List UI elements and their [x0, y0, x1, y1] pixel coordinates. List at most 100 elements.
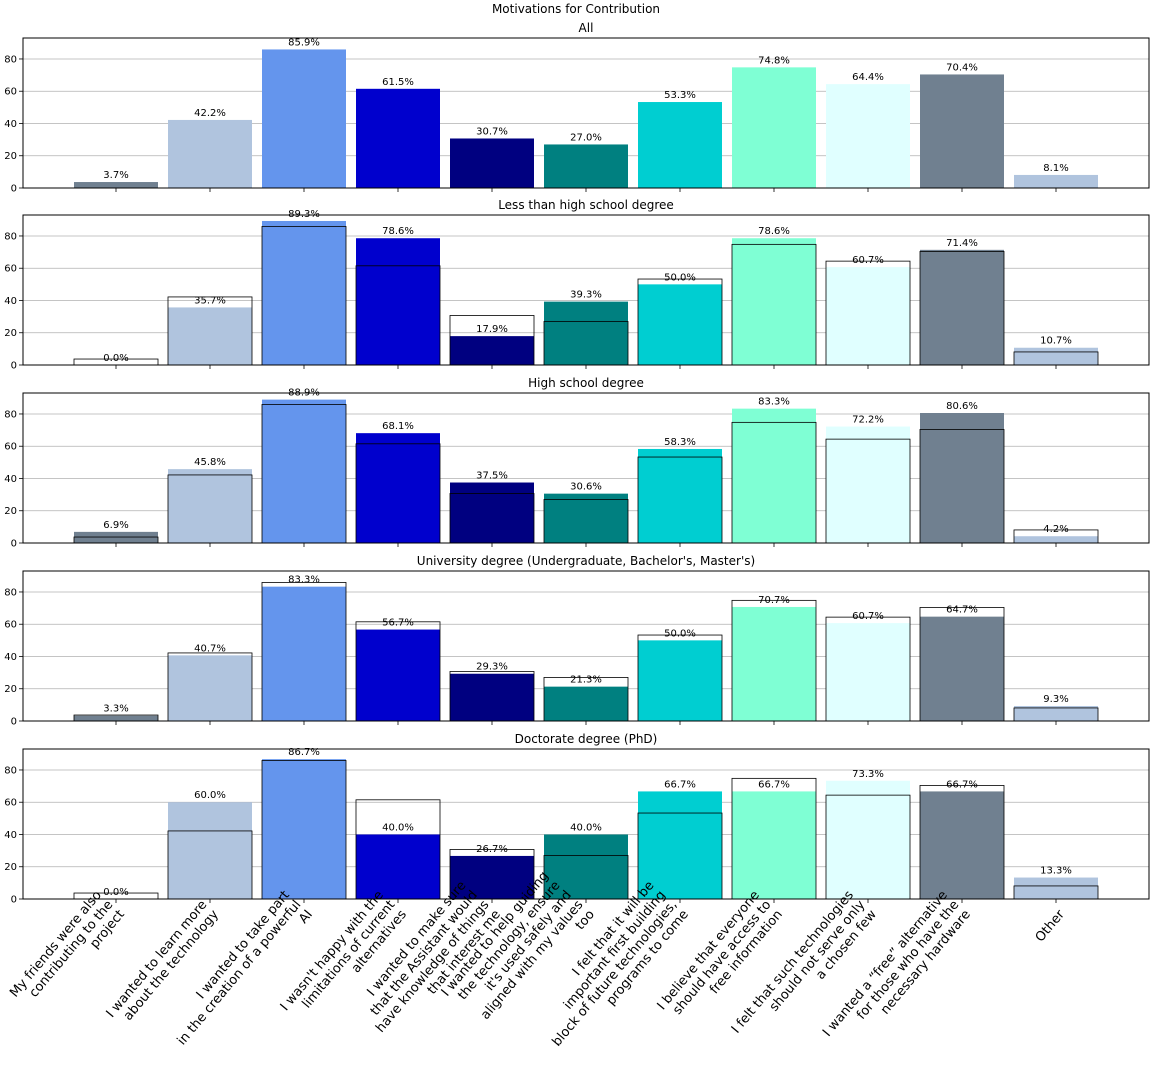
data-label: 71.4% — [946, 238, 978, 249]
subplot-5: Doctorate degree (PhD) 0.0% 60.0% 86.7% 40.0… — [4, 732, 1150, 906]
data-label: 89.3% — [288, 209, 320, 220]
data-label: 3.7% — [103, 170, 128, 181]
bar — [826, 780, 910, 899]
data-label: 83.3% — [288, 575, 320, 586]
data-label: 60.0% — [194, 790, 226, 801]
y-tick-label: 40 — [4, 296, 17, 307]
data-label: 60.7% — [852, 255, 884, 266]
data-label: 86.7% — [288, 747, 320, 758]
data-label: 73.3% — [852, 769, 884, 780]
bar — [920, 74, 1004, 188]
bar — [920, 791, 1004, 899]
bar — [1014, 706, 1098, 721]
x-category-label-line: I wanted to take part — [194, 888, 293, 1002]
data-label: 10.7% — [1040, 336, 1072, 347]
data-label: 21.3% — [570, 675, 602, 686]
bar — [356, 629, 440, 721]
data-label: 30.6% — [570, 482, 602, 493]
bar — [638, 284, 722, 365]
bar — [826, 426, 910, 543]
data-label: 8.1% — [1043, 163, 1068, 174]
subplots: All 3.7% 42.2% 85.9% 61.5% 30.7% 27.0% 53.3% 74.… — [4, 21, 1150, 906]
x-category-label: My friends were alsocontributing to thep… — [7, 888, 128, 1020]
bar — [450, 855, 534, 899]
y-tick-label: 0 — [11, 895, 17, 906]
bar — [638, 791, 722, 899]
data-label: 61.5% — [382, 77, 414, 88]
bar — [168, 802, 252, 899]
bar — [168, 655, 252, 721]
y-tick-label: 20 — [4, 151, 17, 162]
bar — [920, 413, 1004, 543]
bar — [168, 307, 252, 365]
bar — [920, 249, 1004, 365]
y-tick-label: 60 — [4, 87, 17, 98]
y-tick-label: 0 — [11, 361, 17, 372]
bar — [638, 102, 722, 188]
data-label: 66.7% — [946, 779, 978, 790]
bar — [1014, 536, 1098, 543]
bar — [450, 336, 534, 365]
data-label: 29.3% — [476, 662, 508, 673]
subplot-4: University degree (Undergraduate, Bachel… — [4, 554, 1150, 728]
data-label: 64.7% — [946, 605, 978, 616]
data-label: 53.3% — [664, 90, 696, 101]
bar — [450, 673, 534, 721]
bar — [826, 267, 910, 365]
data-label: 56.7% — [382, 618, 414, 629]
data-label: 68.1% — [382, 421, 414, 432]
bar — [638, 448, 722, 543]
subplot-title: Doctorate degree (PhD) — [515, 732, 658, 746]
y-tick-label: 40 — [4, 119, 17, 130]
bar — [638, 640, 722, 721]
bar — [1014, 877, 1098, 899]
y-tick-label: 60 — [4, 264, 17, 275]
bar — [1014, 347, 1098, 365]
data-label: 78.6% — [382, 226, 414, 237]
data-label: 0.0% — [103, 887, 128, 898]
data-label: 58.3% — [664, 437, 696, 448]
data-label: 80.6% — [946, 401, 978, 412]
data-label: 9.3% — [1043, 694, 1068, 705]
y-tick-label: 20 — [4, 862, 17, 873]
y-tick-label: 80 — [4, 409, 17, 420]
y-tick-label: 60 — [4, 798, 17, 809]
y-tick-label: 60 — [4, 442, 17, 453]
data-label: 70.4% — [946, 62, 978, 73]
x-category-label-line: Other — [1033, 907, 1069, 945]
y-tick-label: 0 — [11, 184, 17, 195]
y-tick-label: 20 — [4, 328, 17, 339]
bar — [262, 49, 346, 188]
data-label: 37.5% — [476, 471, 508, 482]
y-tick-label: 20 — [4, 506, 17, 517]
bar — [262, 220, 346, 365]
chart-title: Motivations for Contribution — [492, 2, 660, 16]
data-label: 72.2% — [852, 415, 884, 426]
bar — [732, 408, 816, 543]
y-tick-label: 80 — [4, 587, 17, 598]
data-label: 6.9% — [103, 520, 128, 531]
data-label: 40.0% — [570, 822, 602, 833]
subplot-2: Less than high school degree 0.0% 35.7% 89.… — [4, 198, 1150, 372]
bar — [168, 119, 252, 188]
data-label: 74.8% — [758, 55, 790, 66]
bar — [74, 715, 158, 721]
data-label: 39.3% — [570, 290, 602, 301]
data-label: 40.7% — [194, 643, 226, 654]
bar — [74, 531, 158, 543]
bar — [262, 586, 346, 721]
bar — [544, 493, 628, 543]
data-label: 85.9% — [288, 37, 320, 48]
y-tick-label: 60 — [4, 620, 17, 631]
bar — [732, 791, 816, 899]
bar — [544, 834, 628, 899]
bar — [168, 469, 252, 543]
y-tick-label: 40 — [4, 830, 17, 841]
data-label: 83.3% — [758, 397, 790, 408]
data-label: 17.9% — [476, 324, 508, 335]
y-tick-label: 80 — [4, 765, 17, 776]
data-label: 70.7% — [758, 595, 790, 606]
bar — [450, 482, 534, 543]
y-tick-label: 0 — [11, 539, 17, 550]
subplot-title: Less than high school degree — [498, 198, 674, 212]
